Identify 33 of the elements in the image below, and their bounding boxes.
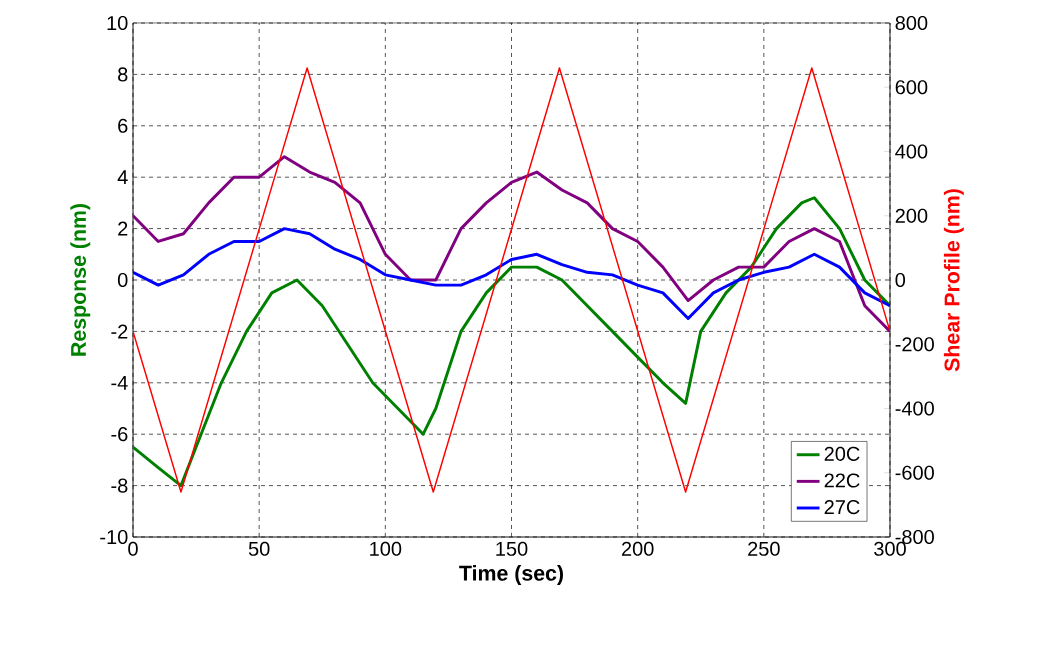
legend-label: 20C	[824, 446, 860, 461]
y-tick-label: -2	[111, 324, 128, 339]
y-tick-label: 4	[117, 170, 128, 185]
y-tick-label: -6	[111, 427, 128, 442]
legend-label: 27C	[824, 500, 860, 515]
y-tick-label: 8	[118, 67, 128, 82]
y-tick-label: -4	[111, 375, 128, 390]
x-tick-label: 250	[748, 541, 780, 556]
y2-tick-label: -400	[895, 401, 934, 416]
y-tick-label: 0	[117, 272, 128, 288]
x-tick-label: 0	[128, 541, 138, 556]
y-axis-title: Response (nm)	[70, 204, 91, 356]
legend-label: 22C	[824, 473, 860, 488]
y-tick-label: 6	[118, 118, 128, 133]
y2-axis-title: Shear Profile (nm)	[943, 189, 964, 372]
y2-tick-label: 0	[895, 272, 906, 288]
y-tick-label: -8	[111, 478, 128, 493]
x-tick-label: 200	[621, 541, 654, 556]
x-tick-label: 50	[248, 541, 270, 556]
y2-tick-label: -600	[895, 465, 934, 480]
x-tick-label: 100	[370, 541, 402, 556]
y2-tick-label: 600	[895, 80, 928, 95]
line-series	[133, 227, 891, 321]
x-tick-label: 150	[496, 541, 528, 556]
y2-tick-label: 800	[895, 15, 928, 31]
y2-tick-label: 200	[895, 208, 928, 223]
y-tick-label: -10	[100, 529, 128, 545]
y2-tick-label: 400	[895, 144, 928, 159]
y2-tick-label: -200	[895, 337, 934, 352]
y-tick-label: 10	[107, 15, 128, 31]
line-series	[133, 155, 891, 333]
x-axis-title: Time (sec)	[459, 565, 563, 585]
y-tick-label: 2	[118, 221, 128, 236]
